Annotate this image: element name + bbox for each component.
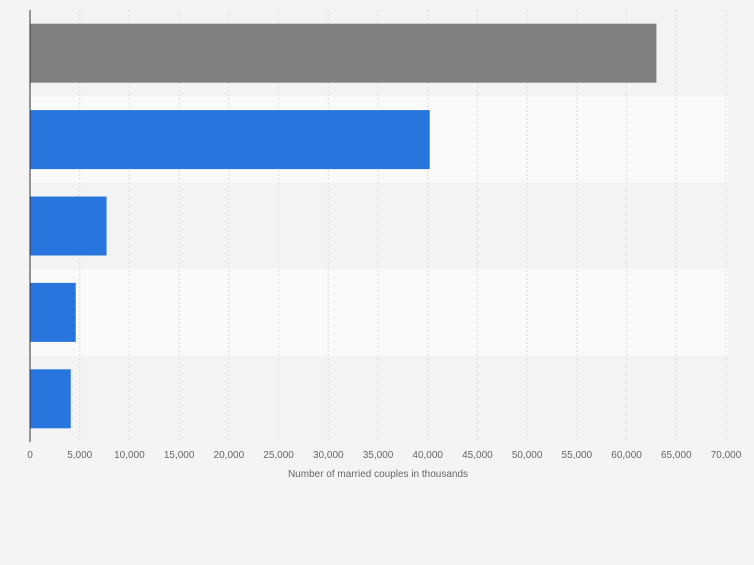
- row-band: [30, 355, 728, 442]
- x-tick-label: 25,000: [263, 450, 294, 461]
- x-tick-label: 20,000: [214, 450, 245, 461]
- x-tick-label: 65,000: [661, 450, 692, 461]
- x-tick-label: 35,000: [363, 450, 394, 461]
- x-tick-labels: 0 5,000 10,000 15,000 20,000 25,000 30,000 35,0…: [27, 450, 742, 461]
- bar: [30, 110, 430, 170]
- x-tick-label: 15,000: [164, 450, 195, 461]
- bar: [30, 282, 76, 342]
- x-tick-label: 0: [27, 450, 33, 461]
- x-tick-label: 45,000: [462, 450, 493, 461]
- x-tick-label: 40,000: [412, 450, 443, 461]
- x-tick-label: 30,000: [313, 450, 344, 461]
- x-tick-label: 55,000: [562, 450, 593, 461]
- bar: [30, 196, 107, 256]
- bar: [30, 23, 657, 83]
- row-band: [30, 182, 728, 270]
- x-tick-label: 60,000: [611, 450, 642, 461]
- x-tick-label: 5,000: [67, 450, 92, 461]
- bar: [30, 369, 71, 429]
- x-axis-label: Number of married couples in thousands: [288, 469, 468, 480]
- row-band: [30, 269, 728, 356]
- x-tick-label: 10,000: [114, 450, 145, 461]
- bars: [30, 23, 657, 429]
- x-tick-label: 50,000: [512, 450, 543, 461]
- x-tick-label: 70,000: [711, 450, 742, 461]
